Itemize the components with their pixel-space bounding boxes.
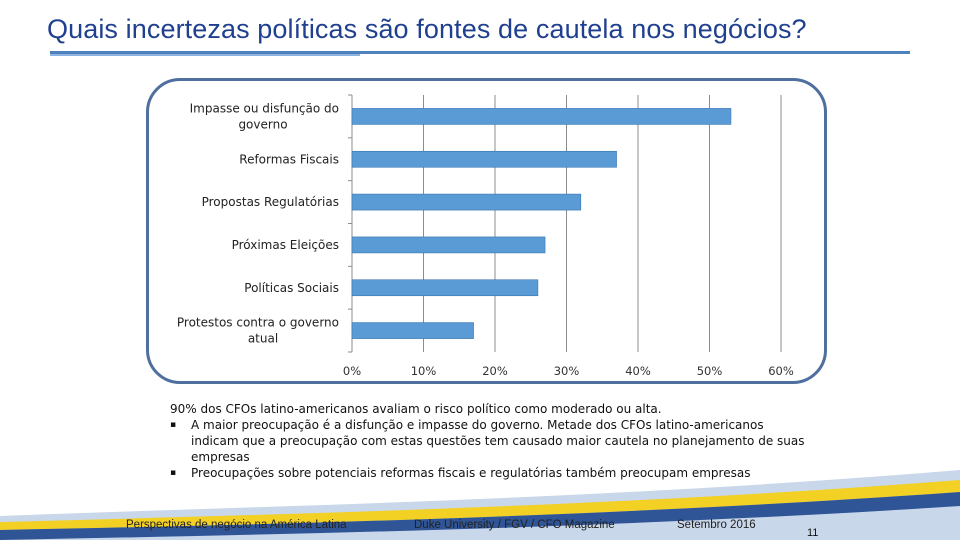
bar xyxy=(351,108,732,125)
title-underline-accent xyxy=(50,54,360,56)
summary-bullet: ▪ Preocupações sobre potenciais reformas… xyxy=(170,465,810,481)
chart-category-labels: Impasse ou disfunção do governo Reformas F… xyxy=(177,101,339,345)
footer-left: Perspectivas de negócio na América Latin… xyxy=(126,519,347,531)
x-tick-label: 60% xyxy=(768,364,794,378)
category-label: Protestos contra o governo xyxy=(177,316,339,330)
footer-swoosh xyxy=(0,470,960,540)
bullet-icon: ▪ xyxy=(170,468,177,478)
category-label: Propostas Regulatórias xyxy=(202,195,339,209)
footer-center: Duke University / FGV / CFO Magazine xyxy=(414,519,615,531)
category-label: Políticas Sociais xyxy=(244,281,339,295)
category-label: atual xyxy=(248,332,278,346)
chart-x-tick-labels: 0% 10% 20% 30% 40% 50% 60% xyxy=(343,364,794,378)
summary-bullets: ▪ A maior preocupação é a disfunção e im… xyxy=(170,417,810,481)
page-number: 11 xyxy=(807,527,819,539)
x-tick-label: 0% xyxy=(343,364,361,378)
title-underline xyxy=(50,51,910,54)
chart-gridlines xyxy=(348,94,782,353)
bar xyxy=(351,322,474,339)
summary-bullet-text: A maior preocupação é a disfunção e impa… xyxy=(191,418,805,464)
summary-lead: 90% dos CFOs latino-americanos avaliam o… xyxy=(170,402,662,416)
bar xyxy=(351,279,539,297)
category-label: Próximas Eleições xyxy=(232,238,339,252)
footer-right: Setembro 2016 xyxy=(677,519,756,531)
footer-wave-yellow xyxy=(0,480,960,530)
category-label: governo xyxy=(238,117,287,131)
category-label: Reformas Fiscais xyxy=(239,152,339,166)
chart-frame xyxy=(146,78,827,384)
footer-wave-blue xyxy=(0,492,960,540)
x-tick-label: 10% xyxy=(411,364,437,378)
x-tick-label: 20% xyxy=(482,364,508,378)
summary-text: 90% dos CFOs latino-americanos avaliam o… xyxy=(170,401,810,481)
x-tick-label: 40% xyxy=(625,364,651,378)
slide-title: Quais incertezas políticas são fontes de… xyxy=(47,14,807,44)
chart-bars xyxy=(351,108,732,339)
x-tick-label: 30% xyxy=(554,364,580,378)
summary-bullet-text: Preocupações sobre potenciais reformas f… xyxy=(191,466,751,480)
bar xyxy=(351,236,546,254)
bullet-icon: ▪ xyxy=(170,420,177,430)
summary-bullet: ▪ A maior preocupação é a disfunção e im… xyxy=(170,417,810,465)
bar xyxy=(351,193,582,211)
bar xyxy=(351,150,617,168)
x-tick-label: 50% xyxy=(697,364,723,378)
category-label: Impasse ou disfunção do xyxy=(190,101,339,115)
